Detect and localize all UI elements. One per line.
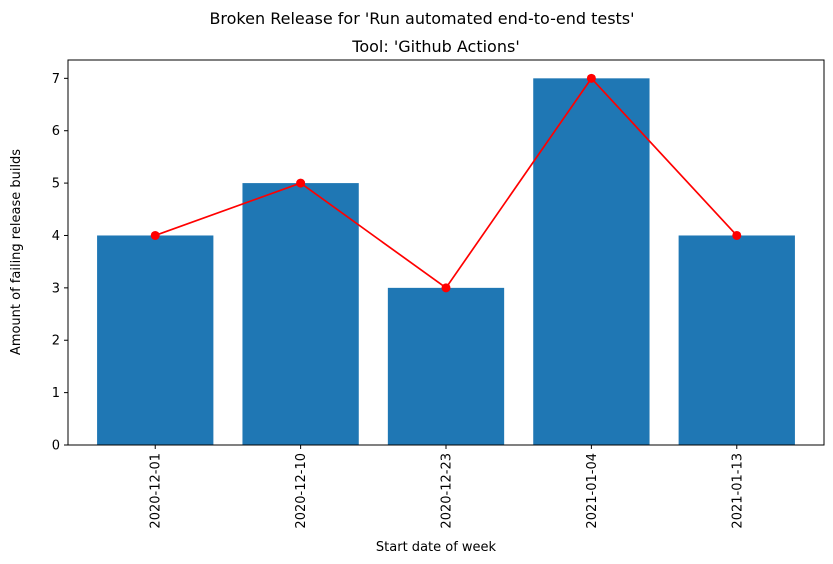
bar-2020-12-10 bbox=[242, 183, 359, 445]
y-tick-label: 0 bbox=[52, 439, 60, 454]
y-tick-label: 7 bbox=[52, 72, 60, 87]
y-tick-label: 5 bbox=[52, 177, 60, 192]
x-tick-label: 2020-12-23 bbox=[440, 453, 455, 529]
x-tick-label: 2021-01-13 bbox=[730, 453, 745, 529]
bar-2021-01-13 bbox=[678, 235, 795, 445]
trend-point-2020-12-10 bbox=[296, 178, 306, 188]
x-tick-label: 2020-12-10 bbox=[294, 453, 309, 529]
x-tick-label: 2020-12-01 bbox=[149, 453, 164, 529]
y-tick-label: 3 bbox=[52, 281, 60, 296]
chart-title: Tool: 'Github Actions' bbox=[351, 37, 519, 56]
bar-2020-12-01 bbox=[97, 235, 214, 445]
trend-line-group bbox=[150, 73, 742, 293]
bars-group bbox=[97, 78, 795, 445]
trend-point-2020-12-23 bbox=[441, 283, 451, 293]
x-axis: 2020-12-01 2020-12-10 2020-12-23 2021-01-04… bbox=[149, 445, 745, 529]
y-axis-label: Amount of failing release builds bbox=[9, 149, 24, 355]
x-axis-label: Start date of week bbox=[376, 540, 497, 555]
bar-2021-01-04 bbox=[533, 78, 650, 445]
chart-suptitle: Broken Release for 'Run automated end-to… bbox=[209, 9, 634, 28]
x-tick-label: 2021-01-04 bbox=[585, 453, 600, 529]
bar-2020-12-23 bbox=[387, 287, 505, 445]
trend-point-2021-01-04 bbox=[586, 73, 596, 83]
y-axis: 0 1 2 3 4 5 6 7 bbox=[52, 72, 68, 454]
trend-point-2021-01-13 bbox=[732, 230, 742, 240]
y-tick-label: 1 bbox=[52, 386, 60, 401]
trend-point-2020-12-01 bbox=[150, 230, 160, 240]
y-tick-label: 4 bbox=[52, 229, 60, 244]
y-tick-label: 6 bbox=[52, 124, 60, 139]
y-tick-label: 2 bbox=[52, 334, 60, 349]
